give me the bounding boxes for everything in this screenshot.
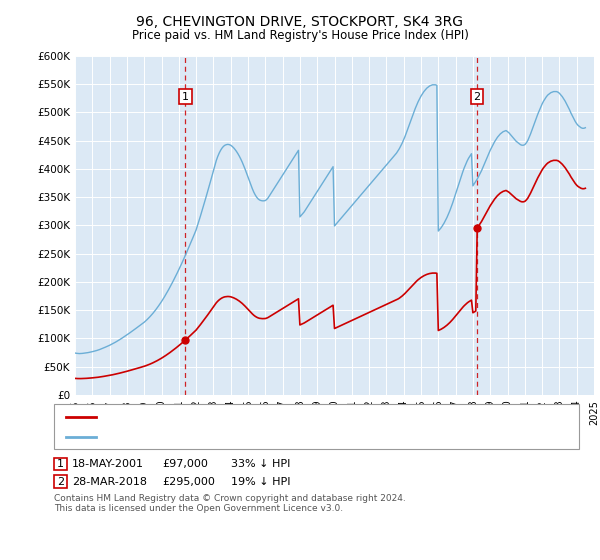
Text: 18-MAY-2001: 18-MAY-2001 xyxy=(72,459,144,469)
Text: Contains HM Land Registry data © Crown copyright and database right 2024.
This d: Contains HM Land Registry data © Crown c… xyxy=(54,494,406,514)
Text: 2: 2 xyxy=(57,477,64,487)
Text: 96, CHEVINGTON DRIVE, STOCKPORT, SK4 3RG: 96, CHEVINGTON DRIVE, STOCKPORT, SK4 3RG xyxy=(137,15,464,29)
Text: 96, CHEVINGTON DRIVE, STOCKPORT, SK4 3RG (detached house): 96, CHEVINGTON DRIVE, STOCKPORT, SK4 3RG… xyxy=(101,412,441,422)
Text: HPI: Average price, detached house, Stockport: HPI: Average price, detached house, Stoc… xyxy=(101,432,344,442)
Text: Price paid vs. HM Land Registry's House Price Index (HPI): Price paid vs. HM Land Registry's House … xyxy=(131,29,469,42)
Text: 19% ↓ HPI: 19% ↓ HPI xyxy=(231,477,290,487)
Text: £295,000: £295,000 xyxy=(162,477,215,487)
Text: 1: 1 xyxy=(182,92,189,102)
Text: 28-MAR-2018: 28-MAR-2018 xyxy=(72,477,147,487)
Text: 1: 1 xyxy=(57,459,64,469)
Text: 33% ↓ HPI: 33% ↓ HPI xyxy=(231,459,290,469)
Text: £97,000: £97,000 xyxy=(162,459,208,469)
Text: 2: 2 xyxy=(473,92,481,102)
